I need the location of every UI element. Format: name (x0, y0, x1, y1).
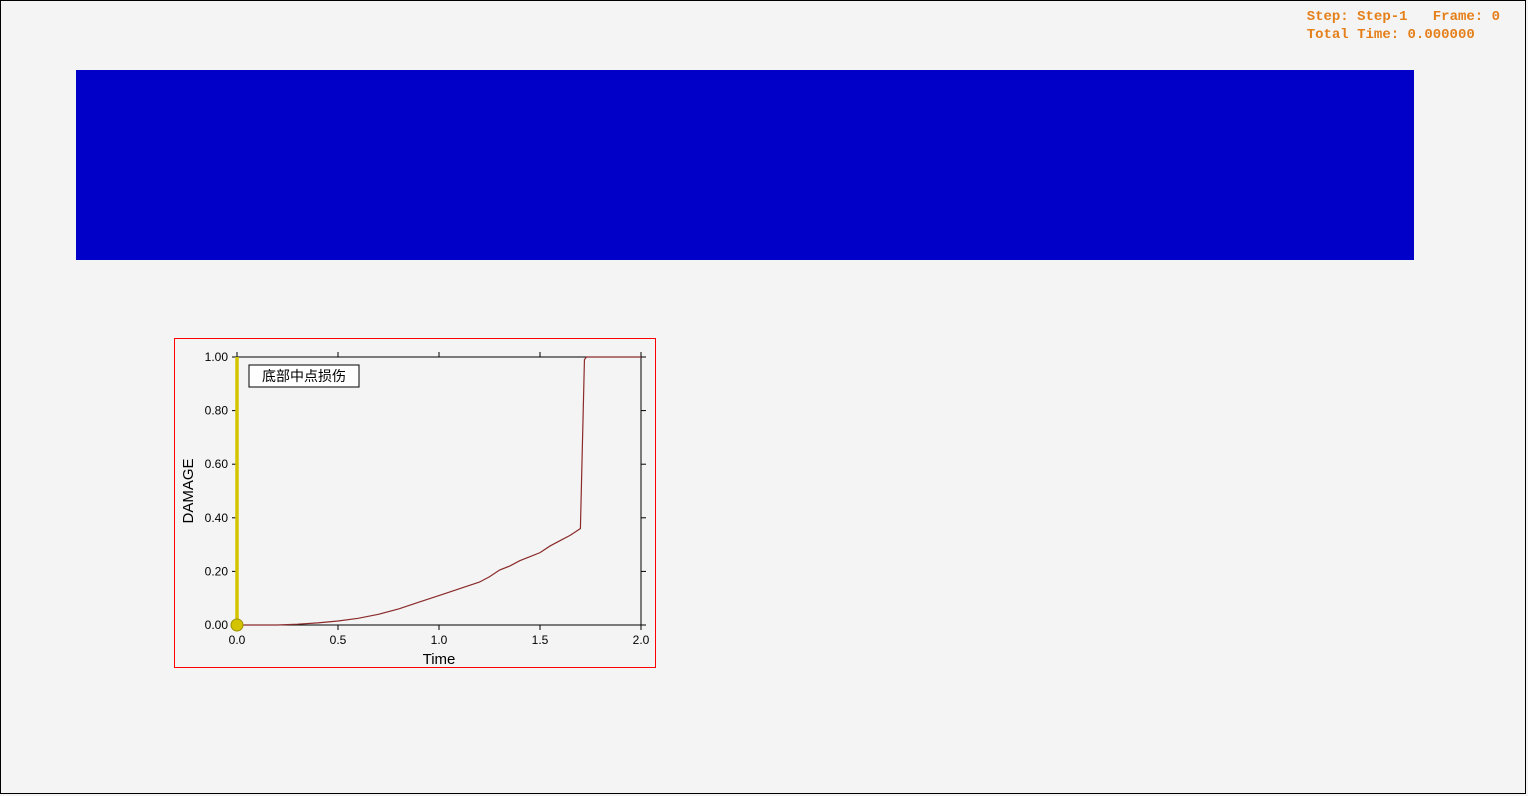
step-value: Step-1 (1357, 9, 1407, 25)
status-overlay: Step: Step-1 Frame: 0 Total Time: 0.0000… (1307, 8, 1500, 44)
svg-text:0.0: 0.0 (229, 633, 246, 647)
total-time-value: 0.000000 (1408, 27, 1475, 43)
svg-text:1.5: 1.5 (532, 633, 549, 647)
svg-text:0.60: 0.60 (205, 457, 229, 471)
xy-plot-panel[interactable]: 0.00 0.20 0.40 0.60 0.80 1.00 0.0 0.5 1.0 1.5 2.0 T… (174, 338, 656, 668)
xy-plot: 0.00 0.20 0.40 0.60 0.80 1.00 0.0 0.5 1.0 1.5 2.0 T… (175, 339, 655, 667)
total-time-label: Total Time: (1307, 27, 1399, 43)
step-label: Step: (1307, 9, 1349, 25)
svg-text:0.20: 0.20 (205, 564, 229, 578)
svg-text:Time: Time (423, 651, 456, 667)
frame-value: 0 (1492, 9, 1500, 25)
svg-text:0.00: 0.00 (205, 618, 229, 632)
svg-text:0.5: 0.5 (330, 633, 347, 647)
svg-text:DAMAGE: DAMAGE (180, 458, 197, 523)
svg-text:2.0: 2.0 (633, 633, 650, 647)
model-viewport[interactable] (76, 70, 1414, 260)
frame-label: Frame: (1433, 9, 1483, 25)
svg-text:0.80: 0.80 (205, 404, 229, 418)
svg-text:底部中点损伤: 底部中点损伤 (262, 368, 346, 384)
svg-text:0.40: 0.40 (205, 511, 229, 525)
svg-text:1.0: 1.0 (431, 633, 448, 647)
svg-text:1.00: 1.00 (205, 350, 229, 364)
